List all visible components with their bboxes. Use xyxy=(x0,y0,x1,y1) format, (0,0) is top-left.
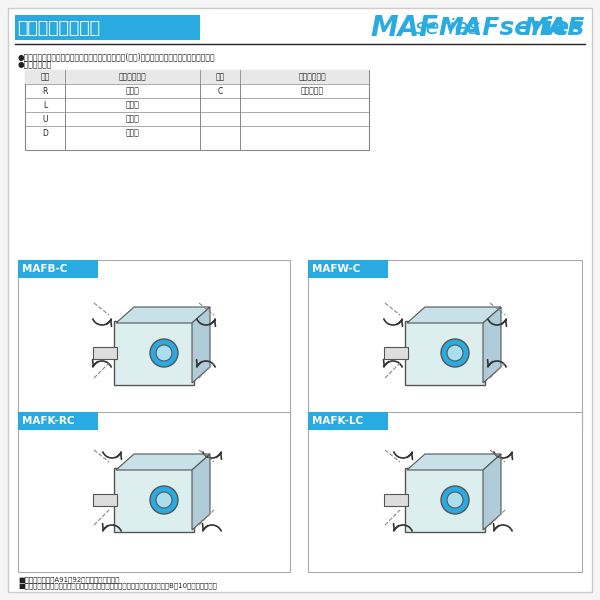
FancyBboxPatch shape xyxy=(114,321,194,385)
Text: ●軸配置の記号: ●軸配置の記号 xyxy=(18,60,52,69)
Text: 右　側: 右 側 xyxy=(125,86,139,95)
Polygon shape xyxy=(116,307,210,323)
Bar xyxy=(18,412,98,430)
Bar xyxy=(25,70,369,150)
Text: 左　側: 左 側 xyxy=(125,100,139,109)
Circle shape xyxy=(150,339,178,367)
Text: MAFW-C: MAFW-C xyxy=(312,264,361,274)
Circle shape xyxy=(447,345,463,361)
Text: 出力軸両軸: 出力軸両軸 xyxy=(301,86,324,95)
Text: MAFK-LC: MAFK-LC xyxy=(312,416,363,426)
Polygon shape xyxy=(192,454,210,530)
Bar xyxy=(18,260,98,278)
Bar xyxy=(308,260,388,278)
Text: MAFB-C: MAFB-C xyxy=(22,264,67,274)
Polygon shape xyxy=(407,454,501,470)
Text: MAF: MAF xyxy=(524,16,585,40)
Text: MAFseries: MAFseries xyxy=(439,16,585,40)
Text: ●軸配置は入力軸またはモータを手前にして出力軸(青色)の出ている方向で決定して下さい。: ●軸配置は入力軸またはモータを手前にして出力軸(青色)の出ている方向で決定して下… xyxy=(18,52,215,61)
Text: 軸配置と回転方向: 軸配置と回転方向 xyxy=(17,19,100,37)
Bar xyxy=(308,412,582,572)
Bar xyxy=(25,70,369,84)
Text: ■軸配置の詳細はA91・92を参照して下さい。: ■軸配置の詳細はA91・92を参照して下さい。 xyxy=(18,576,119,583)
Bar xyxy=(18,412,290,572)
Text: ■特殊な取付状態については、当社へお問い合わせ下さい。なお、参考としてB－10をご覧下さい。: ■特殊な取付状態については、当社へお問い合わせ下さい。なお、参考としてB－10を… xyxy=(18,582,217,589)
FancyBboxPatch shape xyxy=(384,347,408,359)
Text: MAF: MAF xyxy=(370,14,438,42)
FancyBboxPatch shape xyxy=(405,321,485,385)
FancyBboxPatch shape xyxy=(93,494,117,506)
Text: 出力軸の方向: 出力軸の方向 xyxy=(299,73,326,82)
Text: 記号: 記号 xyxy=(40,73,50,82)
Text: 出力軸の方向: 出力軸の方向 xyxy=(119,73,146,82)
Circle shape xyxy=(447,492,463,508)
FancyBboxPatch shape xyxy=(8,8,592,592)
Text: R: R xyxy=(43,86,47,95)
Polygon shape xyxy=(407,307,501,323)
FancyBboxPatch shape xyxy=(93,347,117,359)
Circle shape xyxy=(156,345,172,361)
Text: D: D xyxy=(42,128,48,137)
Text: 下　側: 下 側 xyxy=(125,128,139,137)
Circle shape xyxy=(441,339,469,367)
Bar xyxy=(308,260,582,430)
FancyBboxPatch shape xyxy=(384,494,408,506)
Polygon shape xyxy=(192,307,210,383)
FancyBboxPatch shape xyxy=(405,468,485,532)
Text: MAFK-RC: MAFK-RC xyxy=(22,416,74,426)
Text: series: series xyxy=(415,18,481,38)
Bar xyxy=(18,260,290,430)
Text: 記号: 記号 xyxy=(215,73,224,82)
Circle shape xyxy=(441,486,469,514)
Text: L: L xyxy=(43,100,47,109)
Polygon shape xyxy=(116,454,210,470)
FancyBboxPatch shape xyxy=(114,468,194,532)
Polygon shape xyxy=(483,307,501,383)
Text: C: C xyxy=(217,86,223,95)
Circle shape xyxy=(150,486,178,514)
Bar xyxy=(308,412,388,430)
FancyBboxPatch shape xyxy=(15,15,200,40)
Polygon shape xyxy=(483,454,501,530)
Circle shape xyxy=(156,492,172,508)
Text: 上　側: 上 側 xyxy=(125,115,139,124)
Text: U: U xyxy=(42,115,48,124)
